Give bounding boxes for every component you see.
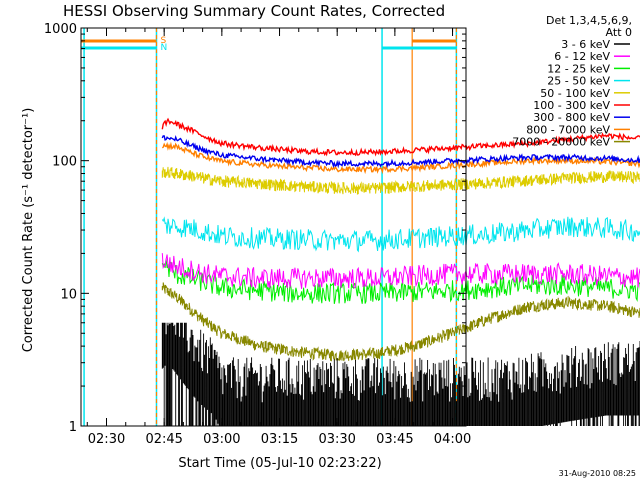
x-tick-label: 03:45 bbox=[376, 432, 413, 447]
x-tick-label: 02:45 bbox=[145, 432, 182, 447]
series-layer bbox=[161, 117, 640, 426]
legend-entry-label: 50 - 100 keV bbox=[540, 87, 610, 100]
legend-entry-label: 12 - 25 keV bbox=[547, 62, 610, 75]
y-tick-label: 100 bbox=[52, 155, 77, 170]
legend-entry-label: 800 - 7000 keV bbox=[526, 123, 610, 136]
x-tick-label: 03:30 bbox=[318, 432, 355, 447]
y-tick-label: 10 bbox=[60, 287, 77, 302]
flag-marker-n: N bbox=[160, 43, 167, 53]
x-tick-label: 02:30 bbox=[88, 432, 125, 447]
series-3-6-kev bbox=[161, 322, 640, 426]
x-tick-label: 03:15 bbox=[261, 432, 298, 447]
y-tick-label: 1 bbox=[69, 420, 77, 435]
series-300-800-kev bbox=[161, 134, 640, 169]
plot-frame bbox=[80, 27, 467, 427]
flag-marker-s: S bbox=[160, 36, 166, 46]
legend-entry-label: 100 - 300 keV bbox=[533, 99, 610, 112]
x-axis-label: Start Time (05-Jul-10 02:23:22) bbox=[178, 456, 381, 471]
series-12-25-kev bbox=[161, 258, 640, 304]
footer-timestamp: 31-Aug-2010 08:25 bbox=[559, 469, 636, 478]
series-trace bbox=[161, 253, 640, 289]
series-trace bbox=[161, 282, 640, 362]
legend-entry-label: 6 - 12 keV bbox=[554, 50, 610, 63]
legend-entry-label: 25 - 50 keV bbox=[547, 75, 610, 88]
x-tick-label: 03:00 bbox=[203, 432, 240, 447]
y-axis-label: Corrected Count Rate (s⁻¹ detector⁻¹) bbox=[21, 108, 36, 353]
series-trace bbox=[161, 258, 640, 304]
legend-entry-label: 7000 - 20000 keV bbox=[512, 136, 610, 149]
axis-layer: 02:30 02:45 03:00 03:15 03:30 03:45 04:00 1 10 10… bbox=[44, 22, 471, 447]
chart-title: HESSI Observing Summary Count Rates, Cor… bbox=[63, 2, 445, 20]
series-trace bbox=[161, 117, 640, 157]
series-7000-20000-kev bbox=[161, 282, 640, 362]
series-25-50-kev bbox=[161, 216, 640, 253]
series-100-300-kev bbox=[161, 117, 640, 157]
legend-header-line-2: Att 0 bbox=[606, 26, 632, 39]
y-tick-label: 1000 bbox=[44, 22, 77, 37]
series-trace bbox=[161, 322, 640, 426]
series-trace bbox=[161, 134, 640, 169]
series-6-12-kev bbox=[161, 253, 640, 289]
series-trace bbox=[161, 216, 640, 253]
legend-header-line-1: Det 1,3,4,5,6,9, bbox=[546, 14, 632, 27]
x-tick-label: 04:00 bbox=[434, 432, 471, 447]
series-50-100-kev bbox=[161, 166, 640, 195]
series-trace bbox=[161, 166, 640, 195]
orbit-bands: SN bbox=[81, 28, 458, 426]
legend-entry-label: 300 - 800 keV bbox=[533, 111, 610, 124]
legend-entry-label: 3 - 6 keV bbox=[561, 38, 610, 51]
